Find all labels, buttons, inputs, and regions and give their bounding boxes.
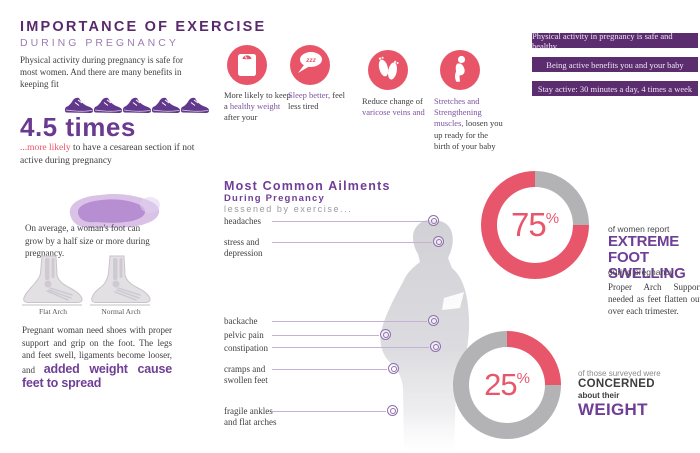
percent-number: 75 (510, 206, 547, 243)
running-shoe-icon (180, 97, 210, 113)
pregnant-silhouette (380, 220, 470, 453)
ailment-marker (428, 315, 439, 326)
stat-4-5-times: 4.5 times (20, 112, 136, 142)
page-title: IMPORTANCE OF EXERCISE (20, 19, 267, 35)
pregnant-woman-icon (440, 50, 480, 90)
ailment-line (272, 221, 427, 222)
donut-25-value: 25% (453, 331, 561, 439)
feet-icon (368, 50, 408, 90)
ailments-subtitle: During Pregnancy (224, 193, 326, 204)
benefit-highlight: varicose veins and (362, 107, 425, 118)
swelling-body: Proper Arch Support needed as feet flatt… (608, 282, 700, 317)
ailment-line (272, 335, 379, 336)
ailment-label: backache (224, 316, 258, 326)
running-shoes-row (64, 93, 210, 116)
footprint-graphic (69, 193, 160, 229)
ailment-label: stress and depression (224, 237, 263, 259)
intro-text: Physical activity during pregnancy is sa… (20, 55, 183, 90)
shoes-note-highlight: added weight cause feet to spread (22, 361, 172, 391)
banner-safe-healthy: Physical activity in pregnancy is safe a… (532, 31, 698, 51)
benefit-caption-weight: More likely to keep a healthy weight aft… (224, 90, 294, 124)
weight-about-their: about their (578, 391, 620, 400)
benefit-caption-stretches: Stretches and Strengthening muscles, loo… (434, 96, 506, 152)
ailment-label: fragile ankles and flat arches (224, 406, 277, 428)
ailment-line (272, 242, 432, 243)
shoes-note: Pregnant woman need shoes with proper su… (22, 324, 172, 391)
percent-number: 25 (484, 367, 517, 402)
running-shoe-icon (64, 97, 94, 113)
weight-concerned: CONCERNED (578, 378, 655, 390)
ailment-label: headaches (224, 216, 261, 226)
benefit-text: Reduce change of (362, 96, 423, 106)
ailment-marker (433, 236, 444, 247)
ailment-marker (430, 341, 441, 352)
donut-hole (497, 187, 573, 263)
benefit-text: More likely to keep a (224, 90, 291, 112)
banner-benefits-baby: Being active benefits you and your baby (532, 57, 698, 72)
donut-hole (469, 347, 545, 423)
donut-chart-75: 75% (481, 171, 589, 279)
stat-rest: to have a cesarean section if not active… (20, 143, 195, 167)
ailment-marker (388, 363, 399, 374)
benefit-text: feel less tired (288, 90, 346, 112)
swelling-headline: EXTREME FOOT SWELLING (608, 233, 686, 283)
ailment-marker (387, 405, 398, 416)
running-shoe-icon (122, 97, 152, 113)
foot-growth-text: On average, a woman's foot can grow by a… (25, 223, 150, 259)
stat-highlight: ...more likely (20, 143, 71, 153)
benefit-highlight: Sleep better, (288, 90, 331, 100)
percent-sign: % (516, 370, 530, 387)
ailment-marker (380, 329, 391, 340)
banner-stay-active: Stay active: 30 minutes a day, 4 times a… (532, 81, 698, 96)
swelling-sub: during pregnancy (608, 267, 674, 277)
benefit-text: loosen you up ready for the birth of you… (434, 118, 503, 151)
zzz-text: zzz (305, 57, 317, 64)
ailment-marker (428, 215, 439, 226)
benefit-caption-veins: Reduce change of varicose veins and (362, 96, 428, 118)
stat-caption: ...more likely to have a cesarean sectio… (20, 142, 205, 169)
ailment-line (272, 347, 429, 348)
flat-arch-label: Flat Arch (38, 307, 68, 316)
normal-arch-label: Normal Arch (101, 307, 141, 316)
benefit-highlight: healthy weight (229, 101, 281, 112)
flat-arch-foot-xray (22, 255, 83, 306)
ailment-line (272, 411, 386, 412)
donut-75-value: 75% (481, 171, 589, 279)
ailment-line (272, 369, 387, 370)
donut-chart-25: 25% (453, 331, 561, 439)
ailment-label: constipation (224, 343, 268, 353)
shoes-note-text: Pregnant woman need shoes with proper su… (22, 325, 172, 375)
weight-lead: of those surveyed were (578, 369, 661, 378)
running-shoe-icon (151, 97, 181, 113)
benefit-highlight: Stretches and Strengthening muscles, (434, 96, 482, 129)
page-subtitle: DURING PREGNANCY (20, 37, 179, 49)
ailments-note: lessened by exercise... (224, 204, 353, 214)
ailment-label: pelvic pain (224, 330, 264, 340)
running-shoe-icon (93, 97, 123, 113)
normal-arch-foot-xray (90, 255, 151, 306)
ailments-title: Most Common Ailments (224, 179, 391, 193)
scale-icon (227, 45, 267, 85)
swelling-lead: of women report (608, 224, 670, 234)
sleep-bubble-icon: zzz (290, 45, 330, 85)
weight-headline: WEIGHT (578, 400, 648, 419)
ailment-line (272, 321, 427, 322)
percent-sign: % (545, 210, 560, 227)
benefit-text: after your (224, 112, 258, 123)
ailment-label: cramps and swollen feet (224, 364, 268, 386)
benefit-caption-sleep: Sleep better, feel less tired (288, 90, 350, 112)
